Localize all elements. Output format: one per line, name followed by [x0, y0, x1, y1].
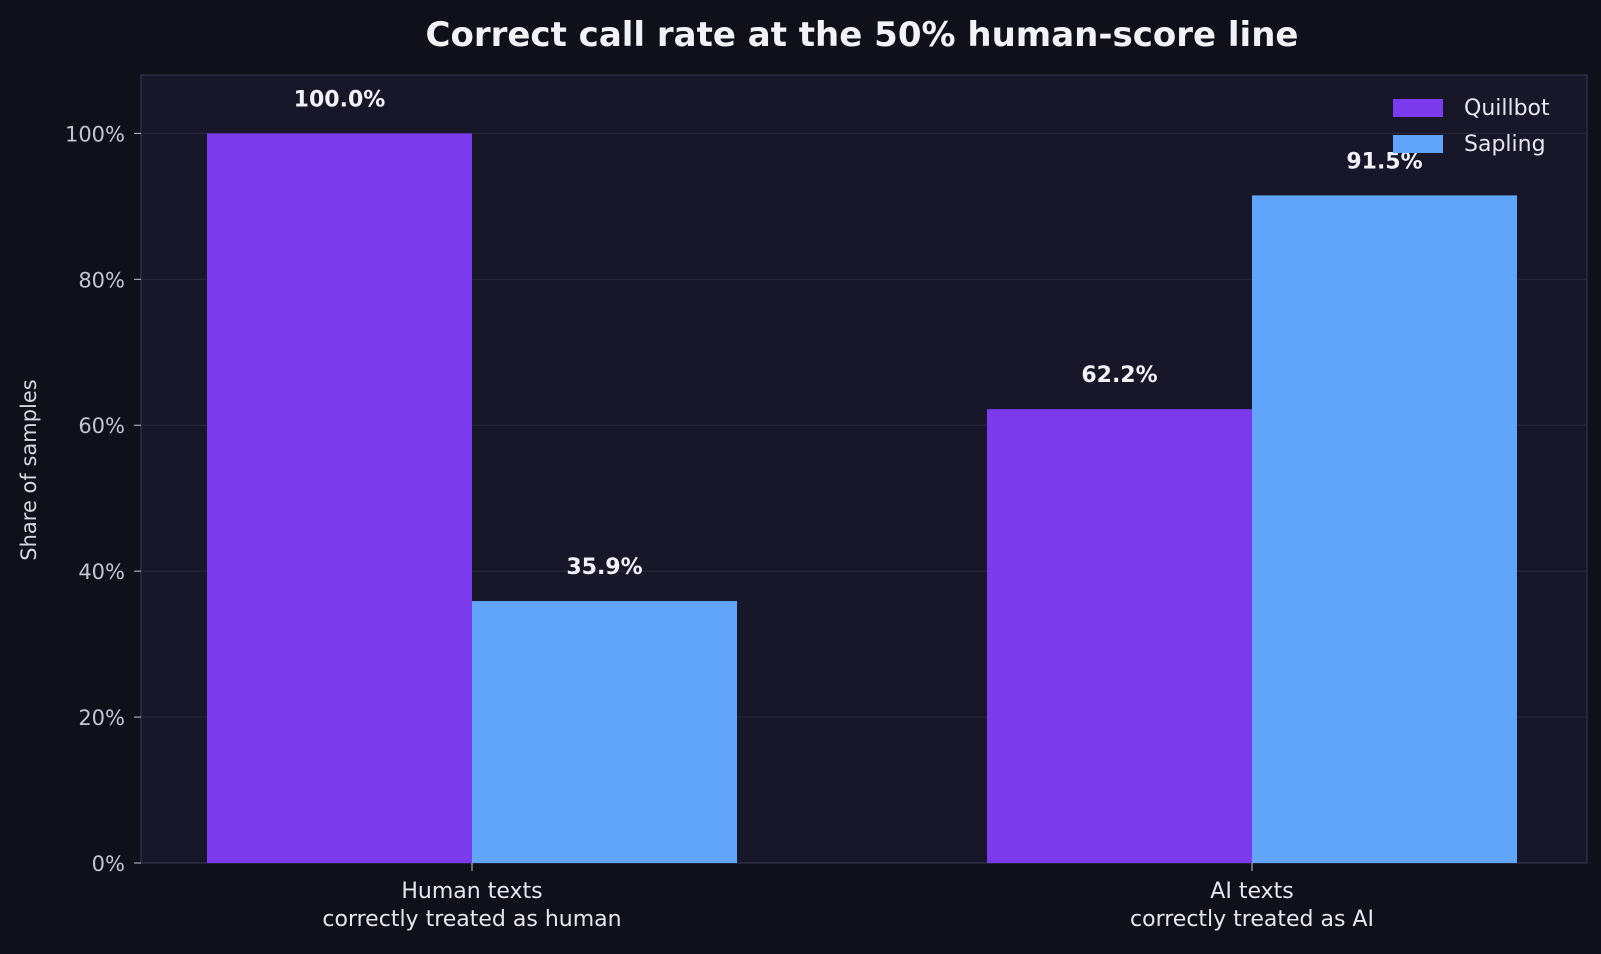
- bar-value-label: 35.9%: [566, 555, 642, 580]
- legend-label-sapling: Sapling: [1464, 132, 1546, 157]
- y-axis-label: Share of samples: [17, 379, 41, 560]
- bar-value-label: 91.5%: [1346, 149, 1422, 174]
- y-tick-label: 20%: [78, 706, 125, 730]
- x-tick-label: correctly treated as AI: [1130, 907, 1374, 932]
- bar-value-labels: 100.0% 62.2% 35.9% 91.5%: [294, 87, 1423, 580]
- bar-sapling: [1252, 195, 1517, 863]
- bar-sapling: [472, 601, 737, 863]
- y-axis: 0% 20% 40% 60% 80% 100%: [65, 122, 141, 876]
- legend-swatch-quillbot: [1393, 99, 1443, 117]
- legend-swatch-sapling: [1393, 135, 1443, 153]
- chart-title: Correct call rate at the 50% human-score…: [426, 15, 1299, 55]
- y-tick-label: 80%: [78, 268, 125, 292]
- x-tick-label: Human texts: [401, 879, 542, 904]
- y-tick-label: 0%: [92, 852, 125, 876]
- bar-value-label: 100.0%: [294, 87, 386, 112]
- bar-value-label: 62.2%: [1081, 363, 1157, 388]
- bar-quillbot: [987, 409, 1252, 863]
- bars: [207, 133, 1517, 864]
- x-tick-label: AI texts: [1210, 879, 1293, 904]
- x-tick-label: correctly treated as human: [322, 907, 621, 932]
- bar-quillbot: [207, 133, 472, 864]
- y-tick-label: 100%: [65, 122, 125, 146]
- x-axis: Human texts correctly treated as human AI …: [322, 863, 1374, 932]
- legend: Quillbot Sapling: [1393, 96, 1550, 157]
- y-tick-label: 40%: [78, 560, 125, 584]
- y-tick-label: 60%: [78, 414, 125, 438]
- legend-label-quillbot: Quillbot: [1464, 96, 1550, 121]
